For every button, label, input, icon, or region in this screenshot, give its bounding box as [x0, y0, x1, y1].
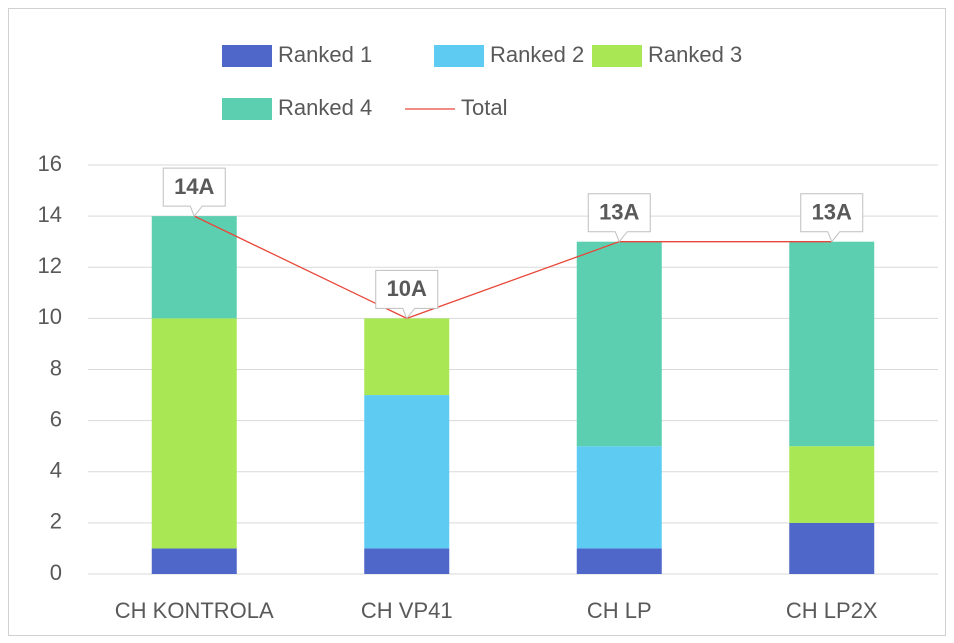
bar-segment — [789, 446, 875, 523]
x-tick-label: CH LP2X — [786, 598, 878, 623]
bar-segment — [576, 241, 662, 447]
x-tick-label: CH LP — [587, 598, 652, 623]
legend-swatch — [592, 45, 642, 67]
legend-label: Ranked 3 — [648, 42, 742, 67]
bar-segment — [576, 548, 662, 574]
legend-label: Total — [461, 95, 507, 120]
callout-box — [800, 193, 864, 243]
bar-segment — [364, 318, 450, 396]
x-tick-label: CH KONTROLA — [115, 598, 274, 623]
y-tick-label: 14 — [38, 202, 62, 227]
y-tick-label: 2 — [50, 509, 62, 534]
data-label: 14A — [174, 174, 214, 199]
y-tick-label: 4 — [50, 458, 62, 483]
y-tick-label: 10 — [38, 304, 62, 329]
callout-box — [162, 167, 226, 218]
bar-segment — [789, 241, 875, 447]
data-label: 10A — [387, 276, 427, 301]
bar-segment — [151, 318, 237, 549]
bar-segment — [151, 548, 237, 574]
bar-segment — [364, 548, 450, 574]
y-tick-label: 16 — [38, 151, 62, 176]
data-label: 13A — [812, 200, 852, 225]
x-tick-label: CH VP41 — [361, 598, 453, 623]
y-tick-label: 6 — [50, 406, 62, 431]
legend-label: Ranked 2 — [490, 42, 584, 67]
bar-segment — [364, 395, 450, 549]
legend-label: Ranked 1 — [278, 42, 372, 67]
y-tick-label: 0 — [50, 560, 62, 585]
legend-label: Ranked 4 — [278, 95, 372, 120]
legend-swatch — [434, 45, 484, 67]
legend-swatch — [222, 98, 272, 120]
y-tick-label: 8 — [50, 355, 62, 380]
total-line — [193, 215, 832, 320]
bar-segment — [789, 522, 875, 574]
bar-segment — [576, 446, 662, 549]
legend-swatch — [222, 45, 272, 67]
bar-segment — [151, 216, 237, 319]
data-label: 13A — [599, 200, 639, 225]
callout-box — [375, 269, 439, 320]
callout-box — [587, 193, 651, 243]
y-tick-label: 12 — [38, 253, 62, 278]
